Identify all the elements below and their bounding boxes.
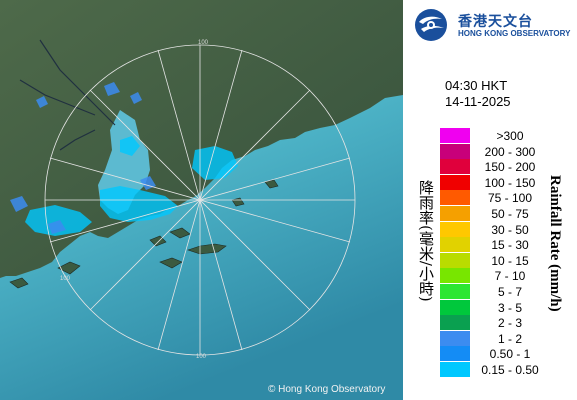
legend-label: 100 - 150 [484,175,536,190]
legend-label: 50 - 75 [491,207,529,221]
radar-time: 04:30 HKT [445,78,508,93]
legend-swatch [440,159,470,175]
legend-row: 7 - 10 [440,268,575,284]
legend-swatch [440,143,470,159]
rain-echoes-light [10,82,156,234]
legend-row: 150 - 200 [440,159,575,175]
legend-label: 0.15 - 0.50 [481,363,539,377]
copyright-notice: © Hong Kong Observatory [268,384,386,395]
legend-label: >300 [496,129,524,143]
legend-title-english: Rainfall Rate (mm/h) [547,175,563,312]
river-channel [19,39,116,151]
legend-row: 3 - 5 [440,299,575,316]
land-mass [0,0,403,278]
legend-row: 0.15 - 0.50 [440,362,575,378]
legend-swatch [440,346,470,362]
range-ring-label-north: 100 [198,40,209,46]
legend-swatch [440,206,470,221]
legend-row: 10 - 15 [440,252,575,269]
hko-emblem-icon [415,9,447,41]
legend-panel: 香港天文台 HONG KONG OBSERVATORY 04:30 HKT 14… [403,0,577,400]
legend-swatch [440,315,470,331]
legend-swatch [440,174,470,190]
radar-date: 14-11-2025 [445,94,511,109]
legend-row: 5 - 7 [440,284,575,300]
range-spoke-wsw-ene [49,157,351,243]
legend-swatch [440,237,470,253]
legend-swatch [440,221,470,237]
range-ring-label-south: 100 [196,354,207,360]
legend-label: 5 - 7 [497,285,522,299]
legend-swatch [440,128,470,143]
legend-label: 2 - 3 [497,316,522,331]
legend-swatch [440,330,470,346]
legend-row: 50 - 75 [440,206,575,222]
legend-row: 200 - 300 [440,143,575,160]
legend-label: 150 - 200 [484,160,536,175]
hko-name-english: HONG KONG OBSERVATORY [458,29,571,38]
legend-label: 200 - 300 [484,144,536,159]
legend-row: 100 - 150 [440,174,575,191]
legend-swatch [440,252,470,268]
legend-swatch [440,362,470,377]
legend-row: 30 - 50 [440,221,575,238]
legend-label: 1 - 2 [497,331,522,346]
legend-label: 15 - 30 [491,238,529,253]
legend-swatch [440,190,470,206]
range-ring-label-southwest: 100 [60,276,71,282]
legend-swatch [440,299,470,315]
hko-logo: 香港天文台 HONG KONG OBSERVATORY [414,8,574,42]
radar-map: 100 100 100 © Hong Kong Observatory [0,0,403,400]
legend-label: 0.50 - 1 [489,347,531,362]
legend-label: 30 - 50 [491,222,529,237]
legend-row: 2 - 3 [440,315,575,331]
legend-title-chinese: 降雨率(毫米/小時) [417,180,435,302]
rain-echoes [25,136,238,236]
hko-name-chinese: 香港天文台 [458,14,533,30]
legend-row: 1 - 2 [440,330,575,347]
radar-map-canvas: 100 100 100 [0,0,403,400]
range-rings [44,44,356,356]
legend-row: 0.50 - 1 [440,346,575,362]
legend-label: 3 - 5 [497,300,522,315]
legend-row: 15 - 30 [440,237,575,253]
legend-swatch [440,284,470,299]
legend-swatch [440,268,470,284]
legend-label: 10 - 15 [491,253,529,268]
legend-row: 75 - 100 [440,190,575,206]
legend-label: 75 - 100 [487,191,533,206]
legend-label: 7 - 10 [494,269,526,284]
legend-row: >300 [440,128,575,144]
